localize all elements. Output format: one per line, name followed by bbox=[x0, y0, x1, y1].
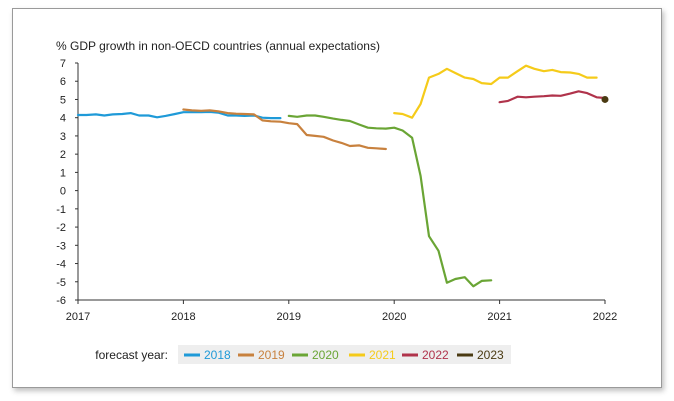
y-tick-label: -1 bbox=[56, 204, 66, 216]
y-tick-label: 6 bbox=[60, 76, 66, 88]
y-tick-label: 7 bbox=[60, 58, 66, 70]
y-tick-label: -4 bbox=[56, 259, 66, 271]
y-tick-label: 2 bbox=[60, 149, 66, 161]
y-tick-label: -6 bbox=[56, 295, 66, 307]
y-tick-label: -2 bbox=[56, 222, 66, 234]
y-tick-label: 5 bbox=[60, 94, 66, 106]
series-line-2020 bbox=[287, 114, 493, 288]
series-line-2019 bbox=[182, 108, 387, 151]
legend-label-2018: 2018 bbox=[204, 348, 231, 362]
series-line-2022 bbox=[498, 90, 607, 104]
y-tick-label: 1 bbox=[60, 167, 66, 179]
y-tick-label: 3 bbox=[60, 131, 66, 143]
legend-label-2023: 2023 bbox=[477, 348, 504, 362]
y-tick-label: 0 bbox=[60, 186, 66, 198]
x-tick-label: 2020 bbox=[382, 311, 406, 323]
x-tick-label: 2021 bbox=[487, 311, 511, 323]
y-tick-label: -3 bbox=[56, 240, 66, 252]
chart-title: % GDP growth in non-OECD countries (annu… bbox=[56, 39, 380, 53]
legend-label-2020: 2020 bbox=[312, 348, 339, 362]
series-line-2021 bbox=[393, 64, 598, 119]
legend-label-2021: 2021 bbox=[369, 348, 396, 362]
series-point-2023 bbox=[601, 95, 609, 103]
legend-title: forecast year: bbox=[95, 348, 168, 362]
y-tick-label: 4 bbox=[60, 113, 66, 125]
series-group bbox=[76, 64, 609, 288]
x-tick-label: 2017 bbox=[66, 311, 90, 323]
legend: forecast year: 2018 2019 2020 2021 2022 2023 bbox=[95, 345, 511, 364]
y-tick-label: -5 bbox=[56, 277, 66, 289]
series-line-2018 bbox=[76, 110, 282, 120]
legend-background bbox=[178, 345, 511, 364]
legend-label-2019: 2019 bbox=[258, 348, 285, 362]
legend-label-2022: 2022 bbox=[422, 348, 449, 362]
x-tick-label: 2019 bbox=[277, 311, 301, 323]
x-tick-label: 2018 bbox=[171, 311, 195, 323]
x-tick-label: 2022 bbox=[593, 311, 617, 323]
